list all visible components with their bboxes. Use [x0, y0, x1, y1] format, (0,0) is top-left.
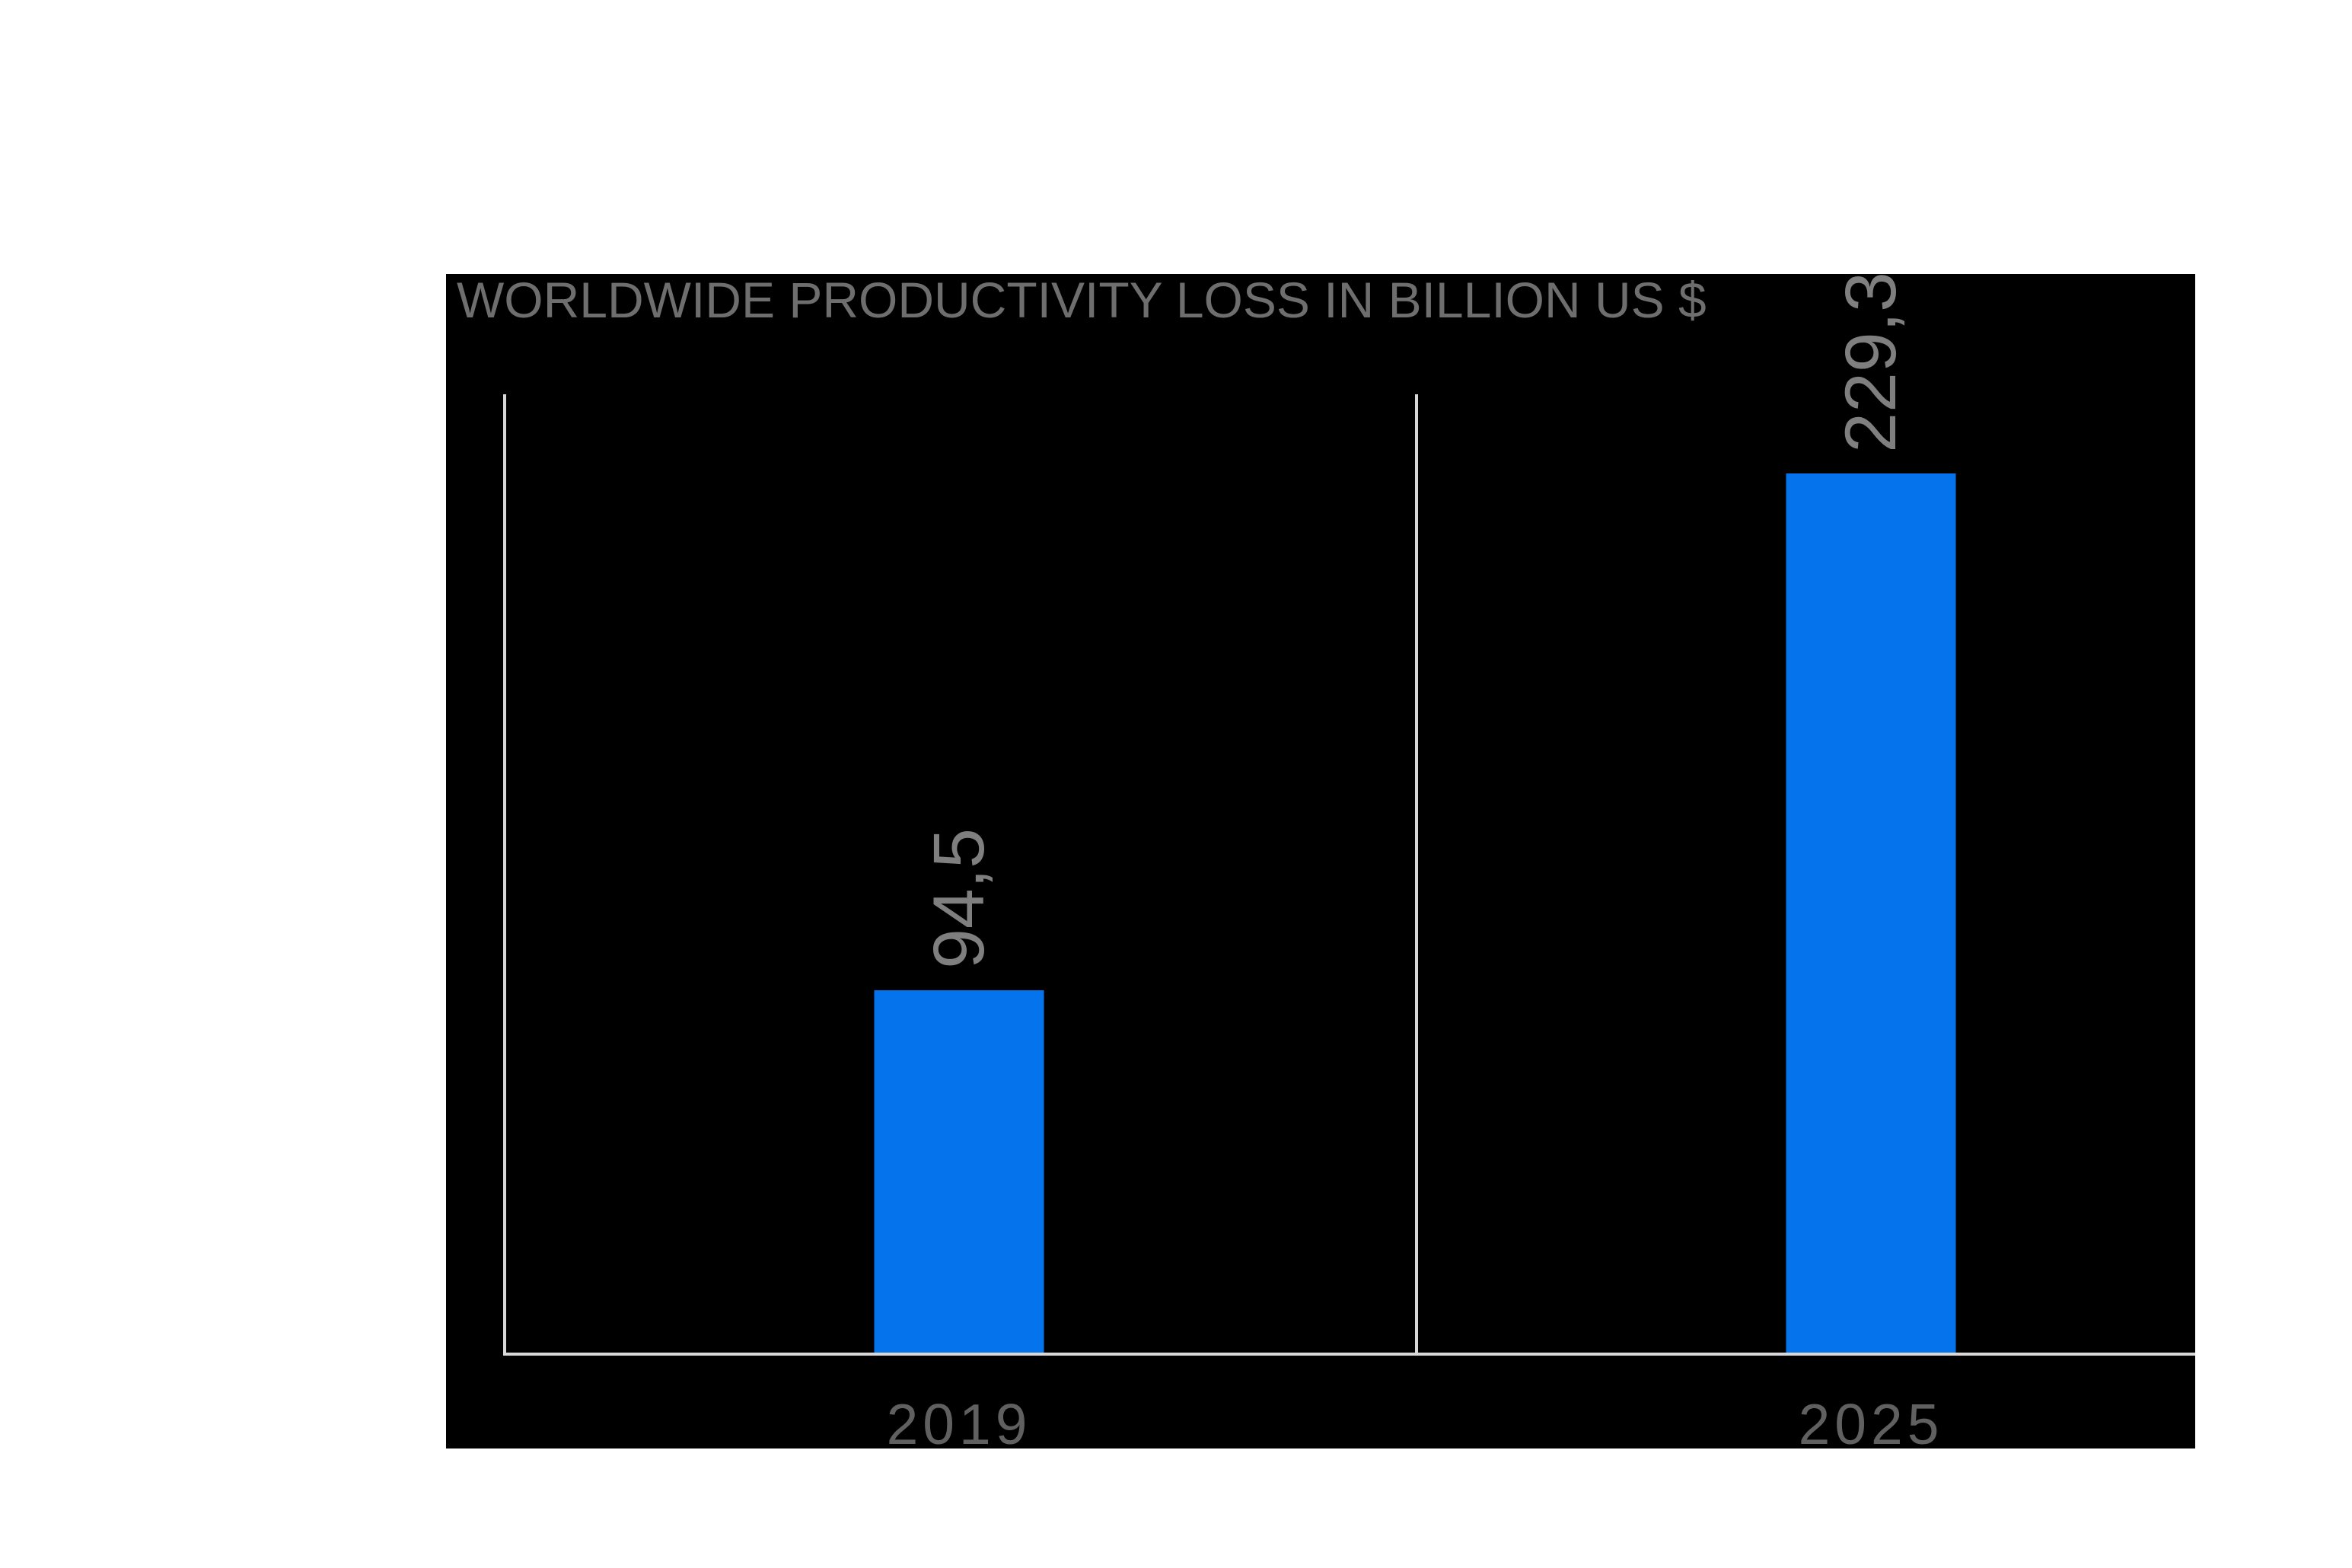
panel-2019: 94,5 2019 [503, 394, 1415, 1448]
y-axis-line [503, 394, 506, 1353]
category-label-2025: 2025 [1798, 1392, 1944, 1449]
bar-2019 [874, 990, 1044, 1353]
value-label-2019: 94,5 [919, 828, 999, 970]
panel-2025: 229,3 2025 [1415, 274, 2195, 1448]
panel-divider-line [1415, 394, 1418, 1353]
chart-plot-background: WORLDWIDE PRODUCTIVITY LOSS IN BILLION U… [446, 274, 2195, 1448]
bar-2025 [1786, 473, 1956, 1353]
x-axis-line [503, 1353, 2195, 1356]
value-label-2025: 229,3 [1831, 274, 1911, 453]
chart-title: WORLDWIDE PRODUCTIVITY LOSS IN BILLION U… [457, 274, 1707, 328]
bars-container: 94,5 2019 229,3 2025 [503, 274, 2195, 1448]
category-label-2019: 2019 [886, 1392, 1032, 1449]
